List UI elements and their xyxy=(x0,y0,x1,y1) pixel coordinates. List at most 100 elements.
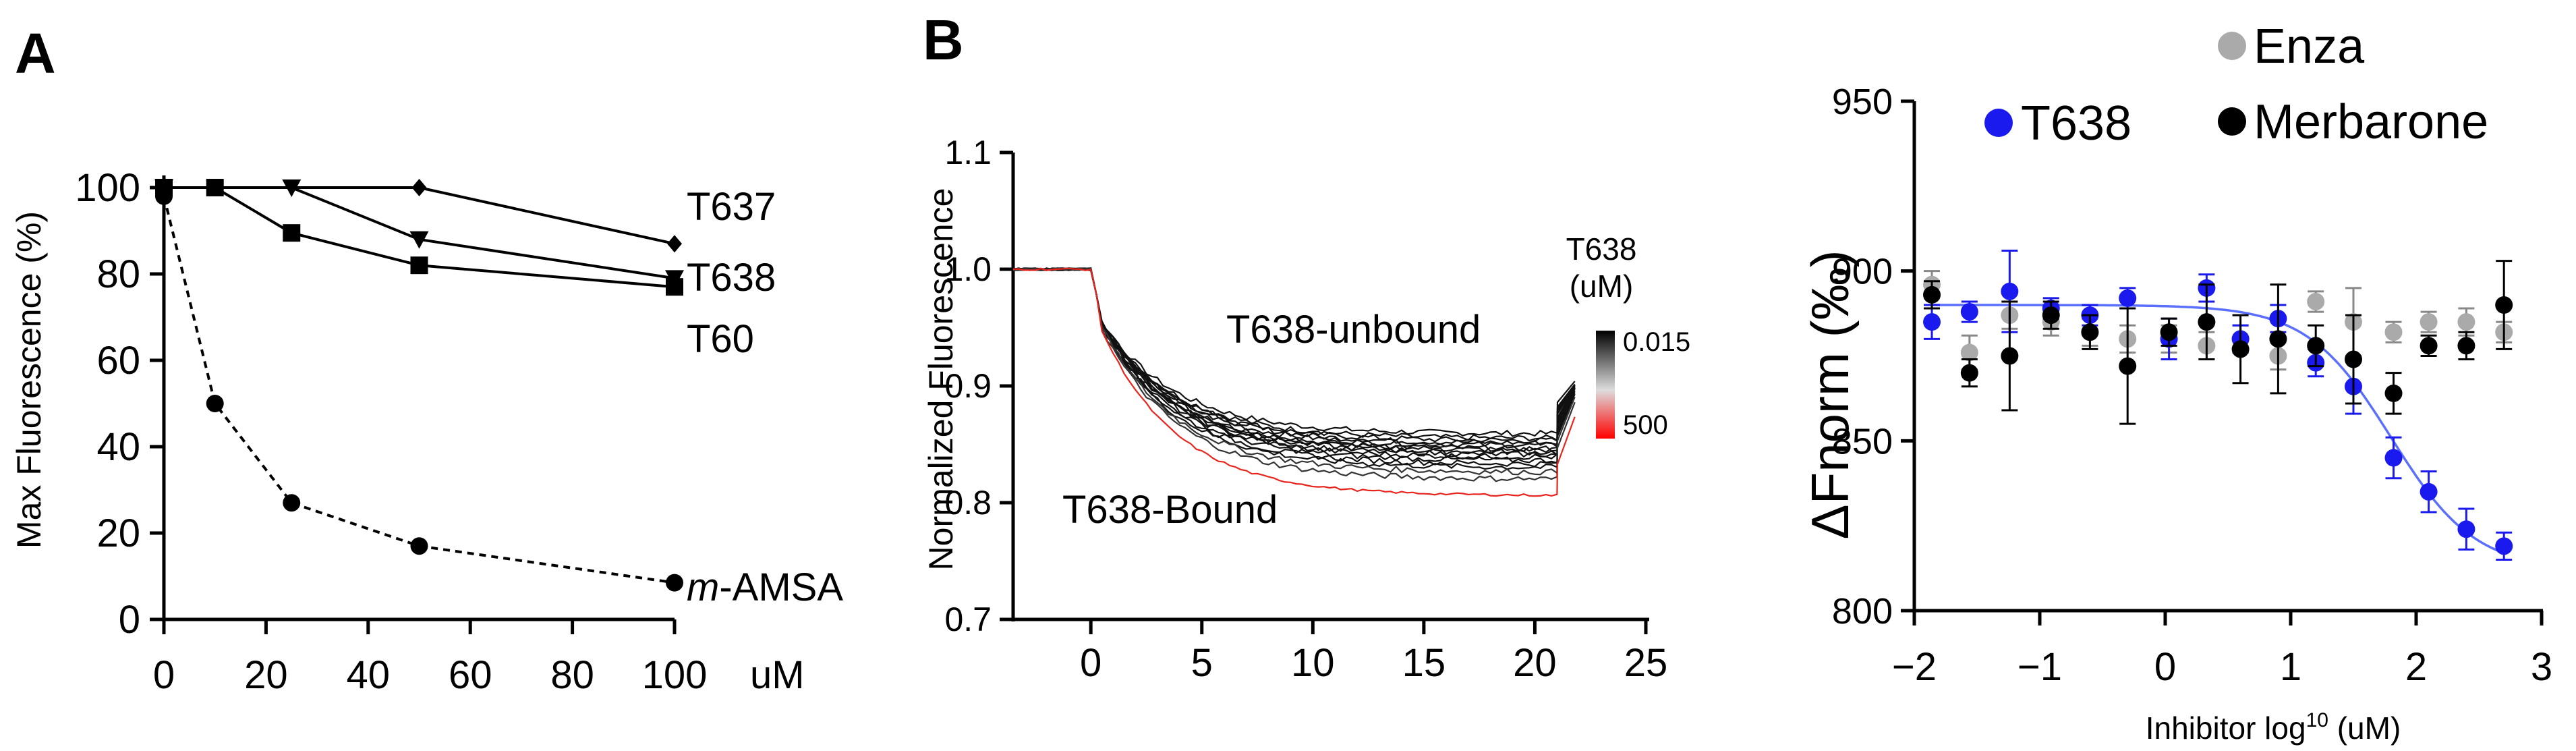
chart-b-left-x-tick-label: 5 xyxy=(1191,641,1213,685)
chart-b-right-point-merbarone xyxy=(1960,364,1978,382)
chart-a-y-tick-label: 40 xyxy=(96,425,140,469)
panel-label-a: A xyxy=(15,22,56,85)
chart-a-x-tick-label: 60 xyxy=(449,653,492,697)
chart-b-right-x-tick-label: 1 xyxy=(2280,645,2301,689)
chart-b-right-point-merbarone xyxy=(2001,347,2019,365)
chart-a-point-t60 xyxy=(410,256,428,275)
chart-b-left-y-tick-label: 1.0 xyxy=(944,250,992,288)
chart-b-right-point-enza xyxy=(1960,343,1978,362)
chart-b-right-x-tick-label: 3 xyxy=(2531,645,2552,689)
colorbar-gradient xyxy=(1596,331,1615,439)
chart-b-right-x-axis-label-sup: 10 xyxy=(2306,709,2328,731)
chart-b-right-point-t638 xyxy=(1960,303,1978,321)
chart-a-point-m-amsa xyxy=(666,574,683,592)
chart-a-series-label-amsa-suffix: -AMSA xyxy=(719,565,843,609)
chart-b-left-y-tick-label: 0.7 xyxy=(944,601,992,638)
chart-b-right-y-tick-label: 950 xyxy=(1832,82,1893,122)
chart-a-point-t637 xyxy=(667,235,682,253)
chart-b-right-point-merbarone xyxy=(2042,306,2060,325)
colorbar: T638 (uM) 0.015 500 xyxy=(1566,231,1691,440)
chart-a-y-tick-label: 80 xyxy=(96,252,140,296)
chart-b-left-y-tick-label: 0.9 xyxy=(944,367,992,405)
chart-b-right-point-enza xyxy=(2384,323,2403,341)
panel-label-b: B xyxy=(923,8,964,72)
chart-b-right-x-axis-label-main: Inhibitor log xyxy=(2146,711,2306,746)
chart-b-right-point-merbarone xyxy=(2384,384,2403,402)
chart-b-right-point-merbarone xyxy=(2457,337,2475,355)
chart-b-right-point-merbarone xyxy=(2269,330,2287,348)
chart-b-right-x-tick-label: 2 xyxy=(2405,645,2427,689)
chart-b-left-x-tick-label: 15 xyxy=(1402,641,1446,685)
chart-b-left-trace xyxy=(1012,267,1576,476)
chart-a-series-label-t60: T60 xyxy=(687,317,754,361)
chart-a-x-tick-label: 80 xyxy=(550,653,594,697)
chart-a-point-t638 xyxy=(282,179,302,197)
chart-a-y-axis-label: Max Fluorescence (%) xyxy=(10,211,48,549)
chart-b-right-point-merbarone xyxy=(2345,350,2362,368)
chart-b-right-y-tick-label: 800 xyxy=(1832,591,1893,632)
chart-b-left-y-tick-label: 1.1 xyxy=(944,134,992,171)
chart-a-x-axis-label: uM xyxy=(750,653,805,697)
chart-b-right-point-enza xyxy=(2457,313,2475,331)
chart-b-right-x-axis-label-unit: (uM) xyxy=(2328,711,2401,746)
colorbar-max-label: 0.015 xyxy=(1623,327,1690,357)
legend-enza-marker xyxy=(2218,32,2246,60)
chart-a-line-m-amsa xyxy=(163,196,675,584)
chart-b-right: ΔFnorm (‰) Inhibitor log10 (uM) Enza T63… xyxy=(1800,20,2488,746)
chart-a-point-t60 xyxy=(283,224,301,242)
chart-b-right-point-merbarone xyxy=(2495,296,2513,314)
chart-b-right-fit-curve xyxy=(1932,304,2505,555)
colorbar-title-line1: T638 xyxy=(1566,231,1637,267)
chart-b-right-point-t638 xyxy=(2384,449,2403,467)
chart-a-x-tick-label: 100 xyxy=(642,653,708,697)
chart-a-point-m-amsa xyxy=(206,395,224,412)
chart-a-point-t60 xyxy=(206,179,224,196)
chart-b-left-y-axis-label: Normalized Fluorescence xyxy=(922,188,960,571)
chart-b-right-x-axis-label: Inhibitor log10 (uM) xyxy=(2146,709,2401,746)
legend-t638-marker xyxy=(1984,109,2013,137)
chart-b-right-point-merbarone xyxy=(2198,313,2216,331)
chart-b-right-point-merbarone xyxy=(2231,340,2250,358)
chart-a-point-m-amsa xyxy=(410,537,428,555)
chart-a-y-tick-label: 60 xyxy=(96,339,140,383)
chart-b-right-point-t638 xyxy=(2457,520,2475,538)
chart-b-right-y-axis-label: ΔFnorm (‰) xyxy=(1800,250,1860,539)
chart-a-series-label-t637: T637 xyxy=(687,185,776,229)
chart-b-right-point-t638 xyxy=(1923,313,1941,331)
legend-merbarone-label: Merbarone xyxy=(2254,95,2488,149)
chart-b-left-trace xyxy=(1012,267,1576,449)
chart-b-right-x-tick-label: −1 xyxy=(2017,645,2062,689)
chart-a-point-t637 xyxy=(411,179,427,196)
chart-b-right-point-merbarone xyxy=(1923,285,1941,304)
chart-a-point-t638 xyxy=(409,231,429,249)
chart-b-right-point-merbarone xyxy=(2307,337,2325,355)
chart-b-right-point-merbarone xyxy=(2081,323,2099,341)
chart-a-y-tick-label: 20 xyxy=(96,511,140,555)
chart-b-right-point-enza xyxy=(2307,292,2325,310)
chart-b-left-trace xyxy=(1012,267,1576,444)
chart-b-left-x-tick-label: 0 xyxy=(1080,641,1101,685)
legend-enza-label: Enza xyxy=(2254,20,2365,74)
chart-b-right-point-t638 xyxy=(2495,537,2513,555)
chart-b-left-unbound-label: T638-unbound xyxy=(1226,308,1481,352)
chart-b-right-x-tick-label: −2 xyxy=(1892,645,1937,689)
chart-b-left-x-tick-label: 25 xyxy=(1624,641,1668,685)
chart-a-series-label-m-amsa: m-AMSA xyxy=(687,565,843,609)
colorbar-min-label: 500 xyxy=(1623,410,1668,440)
chart-b-left-x-tick-label: 20 xyxy=(1513,641,1557,685)
chart-a-y-tick-label: 0 xyxy=(119,598,140,642)
chart-b-left-bound-label: T638-Bound xyxy=(1062,488,1278,532)
chart-a-point-t60 xyxy=(666,278,683,296)
chart-b-right-y-tick-label: 850 xyxy=(1832,421,1893,462)
chart-a-point-m-amsa xyxy=(283,494,301,512)
chart-b-left: Normalized Fluorescence T638-unbound T63… xyxy=(922,188,1690,571)
legend-merbarone-marker xyxy=(2218,107,2246,136)
chart-a-x-tick-label: 0 xyxy=(153,653,175,697)
chart-b-right-point-enza xyxy=(2420,313,2438,331)
chart-a-point-m-amsa xyxy=(155,187,173,205)
chart-a-x-tick-label: 40 xyxy=(347,653,391,697)
chart-a-series-label-t638: T638 xyxy=(687,256,776,300)
chart-b-right-point-merbarone xyxy=(2160,323,2178,341)
chart-b-right-point-merbarone xyxy=(2420,337,2438,355)
